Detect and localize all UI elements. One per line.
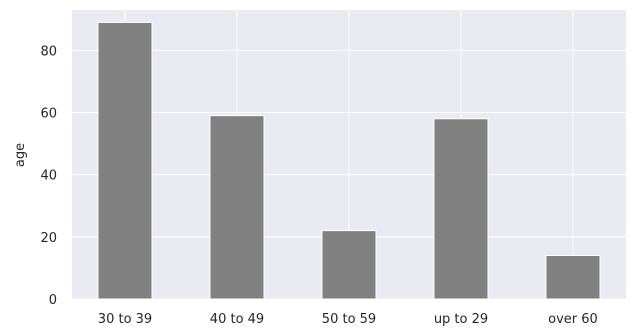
x-tick-label: 50 to 59 xyxy=(322,312,376,327)
y-tick-labels: 0 20 40 60 80 xyxy=(40,44,57,308)
bar-over-60 xyxy=(545,254,601,300)
y-tick-label: 40 xyxy=(40,169,57,184)
y-tick-label: 80 xyxy=(40,44,57,59)
bar-up-to-29 xyxy=(433,118,489,300)
x-tick-label: 30 to 39 xyxy=(98,312,152,327)
y-tick-label: 0 xyxy=(49,293,57,308)
y-tick-label: 20 xyxy=(40,231,57,246)
y-axis-label: age xyxy=(13,143,28,167)
y-tick-label: 60 xyxy=(40,107,57,122)
bar-30-to-39 xyxy=(97,21,153,300)
bar-40-to-49 xyxy=(209,115,265,300)
bars xyxy=(97,21,601,300)
bar-50-to-59 xyxy=(321,230,377,300)
x-tick-labels: 30 to 39 40 to 49 50 to 59 up to 29 over 60 xyxy=(98,312,598,327)
x-tick-label: 40 to 49 xyxy=(210,312,264,327)
x-tick-label: over 60 xyxy=(548,312,598,327)
x-tick-label: up to 29 xyxy=(434,312,488,327)
